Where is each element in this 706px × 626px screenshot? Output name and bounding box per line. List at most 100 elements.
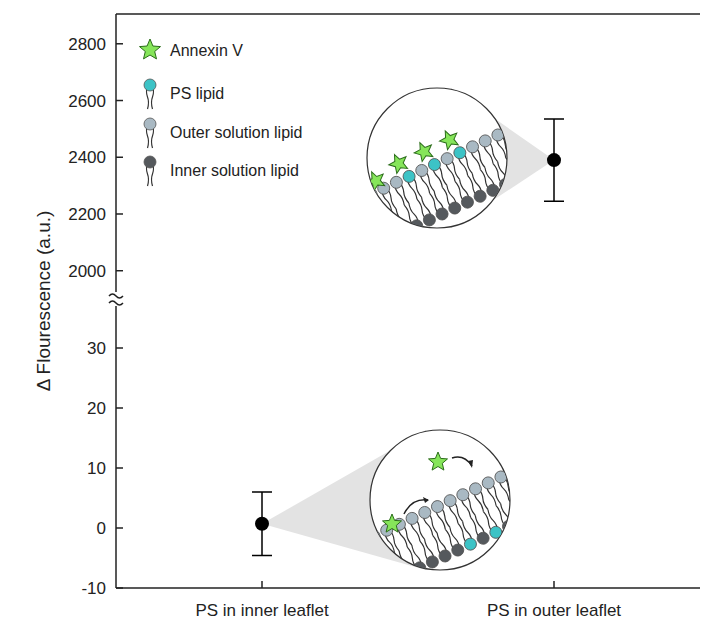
lipid-tail [530,146,542,169]
y-tick [116,527,123,529]
y-axis-title: Δ Flourescence (a.u.) [33,211,54,392]
lipid-head [472,188,488,204]
bilayer [341,457,555,599]
annexin-star [383,514,402,532]
x-axis-line [116,587,700,589]
lipid [490,160,514,192]
annexin-star [429,452,448,470]
lipid-tail [353,228,365,251]
y-tick [116,213,123,215]
lipid-tail [509,155,521,178]
lipid-head [510,171,526,187]
lipid-head [341,540,357,556]
lipid-head [477,133,493,149]
plot-area [544,119,564,201]
lipid-head [388,174,404,190]
lipid-tail [515,470,527,493]
break-mark [109,301,123,305]
lipid [350,225,374,257]
lipid-head [386,572,402,588]
lipid-head [374,578,390,594]
lipid-tail [372,193,384,216]
error-bar [252,492,272,556]
lipid-tail [512,128,524,151]
legend: Annexin VPS lipidOuter solution lipidInn… [140,39,303,186]
lipid [506,496,530,528]
lipid-head [465,139,481,155]
arrowhead [423,497,429,503]
frame-top [116,13,700,15]
lipid [338,198,362,230]
lipid-head [455,487,471,503]
y-tick [116,407,123,409]
lipid-head [485,182,501,198]
lipid-head [426,157,442,173]
lipid-head [409,218,425,234]
lipid-head [437,548,453,564]
lipid-head [401,168,417,184]
lipid-head [144,156,156,168]
lipid-tail [508,499,520,522]
data-point [547,153,561,167]
lipid-tail [347,204,359,227]
y-tick-label: 20 [87,399,106,418]
lipid-head [371,236,387,252]
legend-label: Annexin V [170,42,243,59]
lipid [493,469,517,501]
lipid-tail [350,546,362,569]
lipid [379,555,403,587]
y-tick-label: -10 [81,579,106,598]
x-tick-label: PS in outer leaflet [487,601,621,620]
inset-circle [367,88,507,228]
lipid-head [539,501,555,517]
lipid [503,154,527,186]
lipid [353,534,377,566]
lipid-head [518,457,534,473]
inset-content [329,97,551,257]
error-bar [544,119,564,201]
annexin-star [363,168,388,192]
lipid-tail [370,220,382,243]
y-tick-label: 2200 [68,205,106,224]
lipid-tail [355,201,367,224]
break-mark [109,294,123,298]
lipid-head [396,224,412,240]
lipid-tail [360,199,372,222]
lipid-tail [521,493,533,516]
plot-area [252,492,272,556]
y-tick-label: 30 [87,339,106,358]
lipid-head [450,542,466,558]
lipid-head [442,493,458,509]
lipid-tail [375,535,387,558]
lipid-head [523,165,539,181]
lipid-tail [363,541,375,564]
legend-label: PS lipid [170,85,224,102]
y-tick-label: 0 [97,519,106,538]
x-tick-label: PS in inner leaflet [195,601,329,620]
lipid-tail [525,122,537,145]
lipid [515,148,539,180]
lipid-tail [357,226,369,249]
y-tick-label: 2400 [68,148,106,167]
lipid [531,484,555,516]
lipid-tail [512,497,524,520]
bilayer [329,97,551,257]
lipid-head [498,176,514,192]
lipid-head [506,463,522,479]
lipid-tail [360,568,372,591]
lipid-tail [358,543,370,566]
lipid-head [488,524,504,540]
annexin-star [411,139,436,163]
data-point [255,517,269,531]
lipid-tail [395,209,407,232]
lipid-head [468,481,484,497]
lipid [144,118,156,148]
lipid-head [434,206,450,222]
lipid-head [338,198,354,214]
y-axis-line [115,14,117,292]
y-tick-label: 10 [87,459,106,478]
lipid-head [144,79,156,91]
inset-circle [370,430,510,570]
legend-label: Inner solution lipid [170,162,299,179]
y-tick [116,157,123,159]
